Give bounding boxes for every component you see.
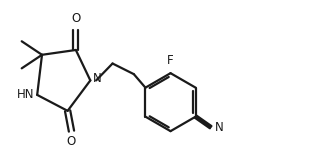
Text: F: F	[167, 54, 174, 67]
Text: N: N	[93, 73, 101, 85]
Text: O: O	[71, 12, 80, 25]
Text: N: N	[215, 121, 224, 134]
Text: HN: HN	[17, 88, 34, 101]
Text: O: O	[67, 136, 76, 149]
